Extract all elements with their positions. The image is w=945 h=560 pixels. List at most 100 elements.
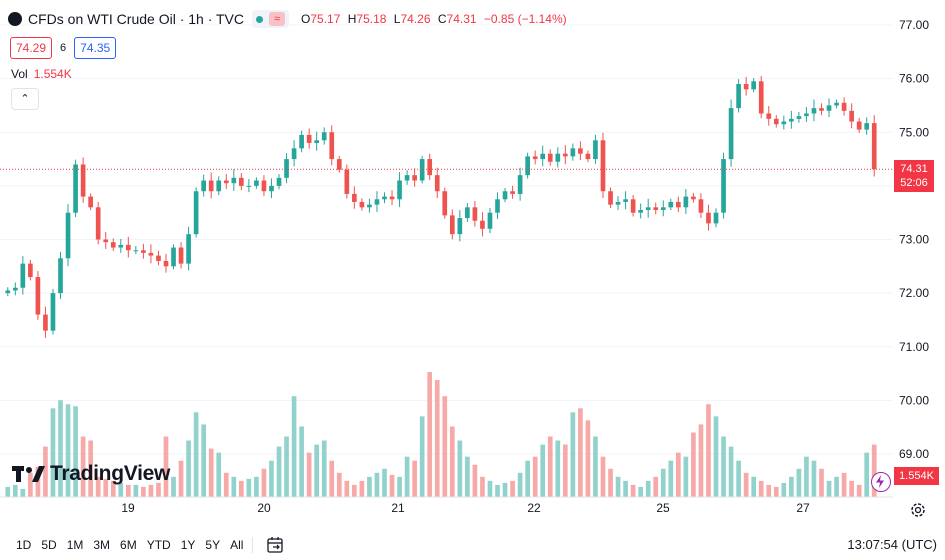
candle-body — [510, 191, 515, 194]
volume-bar — [389, 474, 395, 497]
candle-body — [773, 118, 779, 125]
candle-body — [751, 81, 757, 90]
volume-bar — [314, 444, 320, 497]
volume-bar — [374, 472, 380, 497]
timeframe-button-5d[interactable]: 5D — [41, 538, 57, 552]
chevron-up-icon: ⌃ — [20, 93, 30, 105]
price-tick-label: 75.00 — [899, 125, 929, 139]
candle-body — [73, 164, 78, 213]
candle-body — [457, 218, 463, 235]
volume-bar — [593, 436, 598, 497]
close-label: C — [437, 12, 447, 26]
candle-body — [58, 258, 63, 294]
volume-bar — [110, 480, 116, 497]
volume-bar — [125, 484, 131, 497]
candle-body — [547, 153, 553, 162]
volume-bar — [721, 436, 726, 497]
timeframe-button-1y[interactable]: 1Y — [180, 538, 196, 552]
volume-bar — [352, 484, 357, 497]
volume-bar — [547, 436, 553, 497]
candle-body — [336, 159, 342, 170]
volume-bar — [95, 476, 101, 497]
candle-body — [216, 180, 222, 192]
candle-body — [721, 159, 726, 213]
volume-bar — [359, 480, 365, 497]
gear-icon[interactable] — [909, 501, 927, 519]
volume-bar — [608, 468, 613, 497]
candle-body — [12, 287, 18, 291]
volume-bar — [404, 456, 410, 497]
timeframe-button-1d[interactable]: 1D — [16, 538, 32, 552]
candle-body — [615, 201, 621, 205]
volume-bar — [412, 460, 417, 497]
volume-bar — [781, 482, 787, 497]
symbol-title[interactable]: CFDs on WTI Crude Oil · 1h · TVC — [28, 11, 245, 27]
volume-bar — [336, 472, 342, 497]
candle-body — [540, 153, 546, 160]
timeframe-button-3m[interactable]: 3M — [93, 538, 111, 552]
timeframe-button-ytd[interactable]: YTD — [146, 538, 171, 552]
timeframe-button-5y[interactable]: 5Y — [205, 538, 221, 552]
volume-bar — [223, 472, 229, 497]
candle-body — [811, 108, 817, 114]
candle-body — [495, 199, 500, 213]
volume-bar — [427, 372, 433, 497]
volume-bar — [449, 426, 455, 497]
wave-icon: ≈ — [269, 12, 286, 26]
volume-bar — [148, 484, 154, 497]
candle-body — [600, 140, 606, 192]
candle-body — [103, 239, 109, 243]
tradingview-logo[interactable]: TradingView — [12, 462, 170, 486]
time-tick-label: 27 — [796, 501, 810, 515]
volume-bar — [638, 486, 643, 497]
volume-bar — [12, 484, 18, 497]
timeframe-button-all[interactable]: All — [230, 538, 244, 552]
time-tick-label: 19 — [121, 501, 135, 515]
candle-body — [314, 140, 320, 143]
timeframe-button-1m[interactable]: 1M — [66, 538, 84, 552]
lightning-icon[interactable] — [871, 472, 891, 492]
volume-bar — [796, 468, 802, 497]
timeframe-button-6m[interactable]: 6M — [120, 538, 137, 552]
candle-body — [344, 169, 350, 194]
volume-bar — [382, 468, 387, 497]
volume-bar — [653, 476, 659, 497]
candle-body — [517, 175, 523, 194]
candle-body — [578, 148, 583, 154]
candle-body — [254, 180, 259, 186]
candle-body — [804, 113, 809, 117]
price-tick-label: 73.00 — [899, 233, 929, 247]
volume-bar — [562, 444, 568, 497]
candle-body — [133, 250, 139, 252]
candle-body — [743, 83, 749, 90]
date-range-icon[interactable] — [265, 535, 285, 555]
candle-body — [758, 81, 764, 114]
candle-body — [796, 116, 802, 119]
candle-body — [50, 293, 56, 331]
candle-body — [80, 164, 86, 197]
volume-bar — [660, 468, 666, 497]
volume-bar — [299, 426, 304, 497]
candle-body — [442, 191, 448, 216]
candle-body — [28, 263, 33, 278]
sell-button[interactable]: 74.29 — [10, 37, 53, 59]
utc-clock[interactable]: 13:07:54 (UTC) — [847, 537, 937, 552]
volume-bar — [856, 484, 862, 497]
candle-body — [736, 83, 741, 109]
candle-body — [88, 196, 93, 208]
collapse-legend-button[interactable]: ⌃ — [11, 88, 39, 110]
candle-body — [148, 252, 154, 256]
volume-bar — [216, 452, 222, 497]
candle-body — [382, 196, 387, 200]
buy-button[interactable]: 74.35 — [74, 37, 117, 59]
change-value: −0.85 (−1.14%) — [483, 12, 567, 26]
ohlc-values: O75.17 H75.18 L74.26 C74.31 −0.85 (−1.14… — [301, 12, 571, 26]
candle-body — [269, 185, 274, 192]
bar-countdown: 52:06 — [900, 177, 928, 189]
market-status[interactable]: ≈ — [252, 10, 290, 28]
volume-bar — [510, 480, 515, 497]
candle-body — [276, 177, 282, 186]
candle-body — [329, 132, 335, 160]
market-open-dot-icon — [256, 15, 264, 23]
